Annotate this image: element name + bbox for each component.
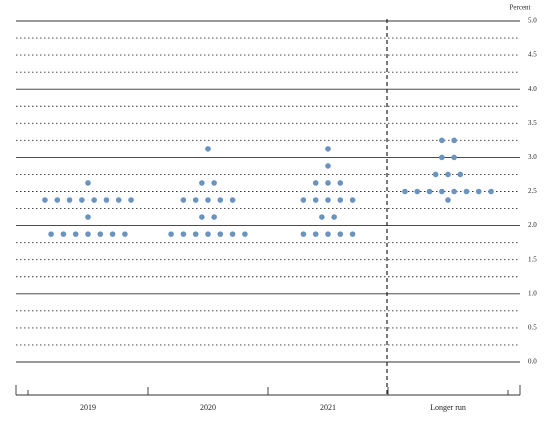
dot — [91, 197, 97, 203]
dot — [349, 197, 356, 203]
dot — [463, 188, 470, 195]
dot — [337, 180, 344, 186]
dot — [85, 180, 91, 186]
dot — [325, 146, 331, 152]
dot — [451, 137, 457, 144]
dot — [312, 197, 319, 203]
dot — [319, 214, 325, 220]
dot — [439, 188, 445, 195]
dot — [337, 231, 344, 237]
y-tick-label: 5.0 — [528, 17, 537, 25]
x-tick-label: Longer run — [430, 403, 466, 412]
dot — [180, 197, 187, 203]
dot — [445, 197, 451, 203]
dot — [325, 231, 331, 237]
dot — [445, 171, 451, 178]
y-tick-label: 0.0 — [528, 358, 537, 366]
dot — [229, 231, 236, 237]
y-tick-label: 0.5 — [528, 324, 537, 332]
dot — [122, 231, 128, 237]
dot — [312, 180, 319, 186]
dot — [229, 197, 236, 203]
dot — [414, 188, 421, 195]
dot — [211, 180, 217, 186]
x-tick-label: 2020 — [200, 403, 216, 412]
y-tick-label: 1.5 — [528, 255, 537, 263]
dot — [109, 231, 116, 237]
x-tick-label: 2021 — [320, 403, 336, 412]
dot — [331, 214, 337, 220]
dot — [439, 137, 445, 144]
dot — [211, 214, 217, 220]
dot — [205, 231, 211, 237]
dot — [475, 188, 482, 195]
dot — [432, 171, 439, 178]
dot — [192, 231, 199, 237]
dot — [439, 154, 445, 161]
dot — [312, 231, 319, 237]
dot — [199, 214, 205, 220]
dot — [300, 231, 307, 237]
dot — [79, 197, 85, 203]
dot — [426, 188, 433, 195]
dot — [54, 197, 61, 203]
dot — [60, 231, 67, 237]
dot — [325, 197, 331, 203]
dot — [402, 188, 408, 195]
dot — [205, 197, 211, 203]
dot — [66, 197, 73, 203]
dot — [115, 197, 122, 203]
dot — [325, 163, 331, 169]
x-tick-label: 2019 — [80, 403, 96, 412]
y-tick-label: 4.0 — [528, 85, 537, 93]
dot — [457, 171, 464, 178]
dot — [72, 231, 79, 237]
dot — [42, 197, 48, 203]
dot — [337, 197, 344, 203]
dot — [199, 180, 205, 186]
y-tick-label: 4.5 — [528, 51, 537, 59]
dot — [325, 180, 331, 186]
dot — [242, 231, 248, 237]
dot — [128, 197, 134, 203]
y-tick-label: 3.0 — [528, 153, 537, 161]
dot — [180, 231, 187, 237]
dot — [349, 231, 356, 237]
y-tick-label: 2.5 — [528, 187, 537, 195]
dot — [205, 146, 211, 152]
dot — [300, 197, 307, 203]
dot — [488, 188, 494, 195]
y-tick-label: 2.0 — [528, 221, 537, 229]
dot — [168, 231, 174, 237]
dot — [48, 231, 54, 237]
dot — [103, 197, 110, 203]
dot — [97, 231, 104, 237]
dot — [217, 197, 224, 203]
dot — [85, 214, 91, 220]
dot — [451, 154, 457, 161]
dot — [451, 188, 457, 195]
y-axis-label: Percent — [510, 4, 531, 12]
y-tick-label: 1.0 — [528, 289, 537, 297]
dot — [85, 231, 91, 237]
y-tick-label: 3.5 — [528, 119, 537, 127]
dot — [217, 231, 224, 237]
dot — [192, 197, 199, 203]
